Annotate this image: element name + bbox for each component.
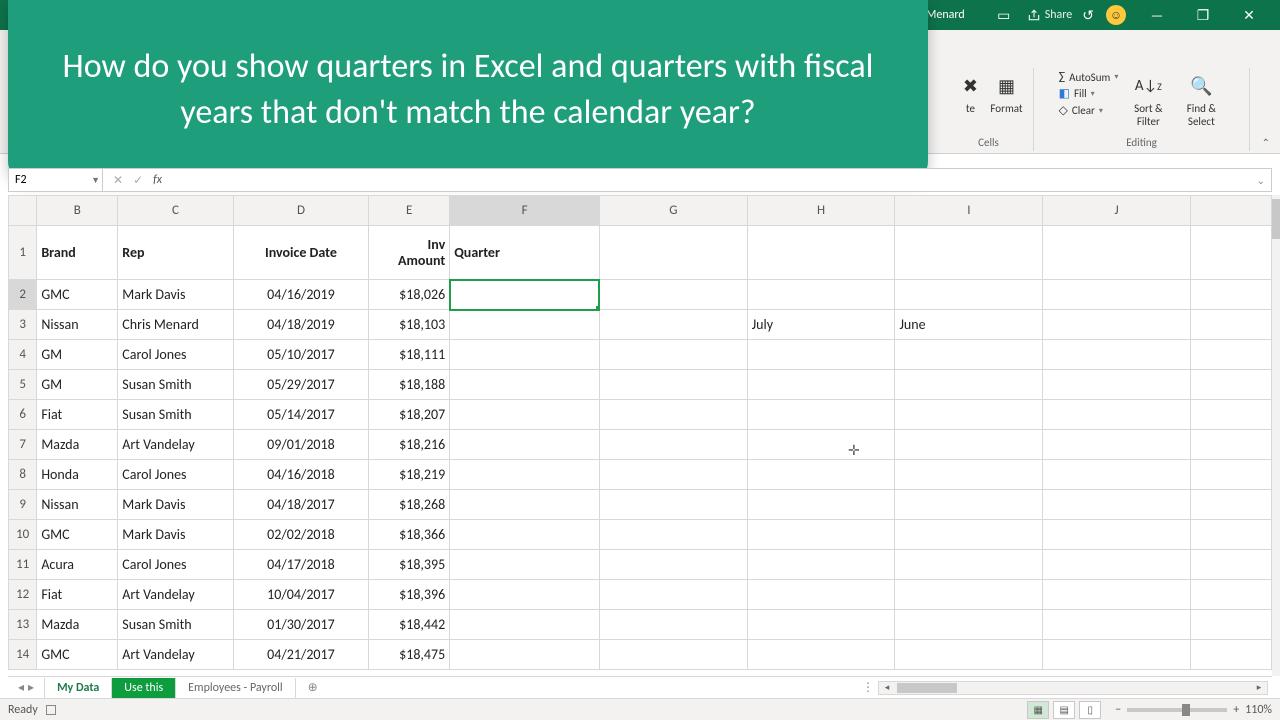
name-box[interactable]: F2▼ bbox=[9, 169, 103, 191]
fx-icon[interactable]: fx bbox=[153, 173, 162, 187]
tab-nav[interactable]: ◂▸ bbox=[8, 680, 44, 695]
table-row[interactable]: 6FiatSusan Smith05/14/2017$18,207 bbox=[9, 400, 1272, 430]
window-maximize-icon[interactable]: ❐ bbox=[1180, 0, 1226, 30]
table-row[interactable]: 7MazdaArt Vandelay09/01/2018$18,216 bbox=[9, 430, 1272, 460]
history-icon[interactable]: ↺ bbox=[1082, 7, 1094, 24]
format-cells-button[interactable]: ▦Format bbox=[990, 70, 1022, 115]
zoom-slider[interactable] bbox=[1127, 708, 1227, 712]
sheet-tab-bar: ◂▸ My Data Use this Employees - Payroll … bbox=[8, 676, 1272, 698]
ribbon-group-editing: ∑AutoSum▾ ◧Fill▾ ◇Clear▾ A↓ZSort & Filte… bbox=[1034, 68, 1250, 151]
cancel-formula-icon[interactable]: ✕ bbox=[113, 173, 123, 188]
status-ready: Ready bbox=[8, 703, 38, 717]
feedback-smiley-icon[interactable]: ☺ bbox=[1106, 5, 1126, 25]
new-sheet-icon[interactable]: ⊕ bbox=[296, 680, 330, 695]
zoom-in-icon[interactable]: + bbox=[1233, 703, 1239, 717]
horizontal-scrollbar[interactable]: ◂▸ bbox=[878, 681, 1268, 695]
macro-record-icon[interactable] bbox=[46, 705, 56, 715]
tab-split-icon[interactable]: ⋮ bbox=[862, 680, 874, 695]
view-page-layout-icon[interactable]: ▤ bbox=[1053, 701, 1075, 719]
formula-bar: F2▼ ✕ ✓ fx ⌄ bbox=[8, 168, 1272, 192]
view-normal-icon[interactable]: ▦ bbox=[1027, 701, 1049, 719]
table-row[interactable]: 10GMCMark Davis02/02/2018$18,366 bbox=[9, 520, 1272, 550]
zoom-value[interactable]: 110% bbox=[1245, 703, 1272, 717]
zoom-control[interactable]: − + 110% bbox=[1115, 703, 1272, 717]
active-cell[interactable] bbox=[450, 280, 600, 310]
select-all[interactable] bbox=[9, 196, 37, 226]
autosum-button[interactable]: ∑AutoSum▾ bbox=[1059, 70, 1119, 84]
find-select-button[interactable]: 🔍Find & Select bbox=[1178, 70, 1224, 128]
ribbon-display-icon[interactable]: ▭ bbox=[981, 0, 1027, 30]
vertical-scrollbar[interactable] bbox=[1272, 195, 1280, 676]
table-row[interactable]: 1BrandRepInvoice DateInvAmountQuarter bbox=[9, 226, 1272, 280]
table-row[interactable]: 9NissanMark Davis04/18/2017$18,268 bbox=[9, 490, 1272, 520]
overlay-text: How do you show quarters in Excel and qu… bbox=[44, 44, 892, 136]
table-row[interactable]: 2GMCMark Davis04/16/2019$18,026 bbox=[9, 280, 1272, 310]
tutorial-overlay: How do you show quarters in Excel and qu… bbox=[8, 0, 928, 180]
group-label: Editing bbox=[1034, 136, 1249, 149]
sheet-tab-usethis[interactable]: Use this bbox=[112, 678, 176, 698]
clear-button[interactable]: ◇Clear▾ bbox=[1059, 103, 1119, 118]
ribbon-group-cells: ✖te ▦Format Cells bbox=[944, 68, 1034, 151]
table-row[interactable]: 3NissanChris Menard04/18/2019$18,103July… bbox=[9, 310, 1272, 340]
table-row[interactable]: 12FiatArt Vandelay10/04/2017$18,396 bbox=[9, 580, 1272, 610]
view-page-break-icon[interactable]: ▯ bbox=[1079, 701, 1101, 719]
column-headers[interactable]: BCDE FGHIJ bbox=[9, 196, 1272, 226]
collapse-ribbon-icon[interactable]: ⌃ bbox=[1258, 132, 1274, 153]
status-bar: Ready ▦ ▤ ▯ − + 110% bbox=[0, 698, 1280, 720]
expand-formula-bar-icon[interactable]: ⌄ bbox=[1251, 174, 1271, 187]
share-button[interactable]: Share bbox=[1027, 8, 1073, 22]
sort-filter-button[interactable]: A↓ZSort & Filter bbox=[1126, 70, 1170, 128]
delete-cells-button[interactable]: ✖te bbox=[954, 70, 986, 115]
window-minimize-icon[interactable]: — bbox=[1134, 0, 1180, 30]
group-label: Cells bbox=[944, 136, 1033, 149]
zoom-out-icon[interactable]: − bbox=[1115, 703, 1121, 717]
enter-formula-icon[interactable]: ✓ bbox=[133, 173, 143, 188]
fill-button[interactable]: ◧Fill▾ bbox=[1059, 86, 1119, 101]
sheet-tab-employees[interactable]: Employees - Payroll bbox=[176, 678, 296, 698]
sheet-tab-mydata[interactable]: My Data bbox=[44, 678, 112, 698]
table-row[interactable]: 5GMSusan Smith05/29/2017$18,188 bbox=[9, 370, 1272, 400]
table-row[interactable]: 4GMCarol Jones05/10/2017$18,111 bbox=[9, 340, 1272, 370]
table-row[interactable]: 14GMCArt Vandelay04/21/2017$18,475 bbox=[9, 640, 1272, 670]
table-row[interactable]: 13MazdaSusan Smith01/30/2017$18,442 bbox=[9, 610, 1272, 640]
table-row[interactable]: 11AcuraCarol Jones04/17/2018$18,395 bbox=[9, 550, 1272, 580]
window-close-icon[interactable]: ✕ bbox=[1226, 0, 1272, 30]
spreadsheet-grid[interactable]: BCDE FGHIJ 1BrandRepInvoice DateInvAmoun… bbox=[8, 195, 1272, 676]
table-row[interactable]: 8HondaCarol Jones04/16/2018$18,219 bbox=[9, 460, 1272, 490]
